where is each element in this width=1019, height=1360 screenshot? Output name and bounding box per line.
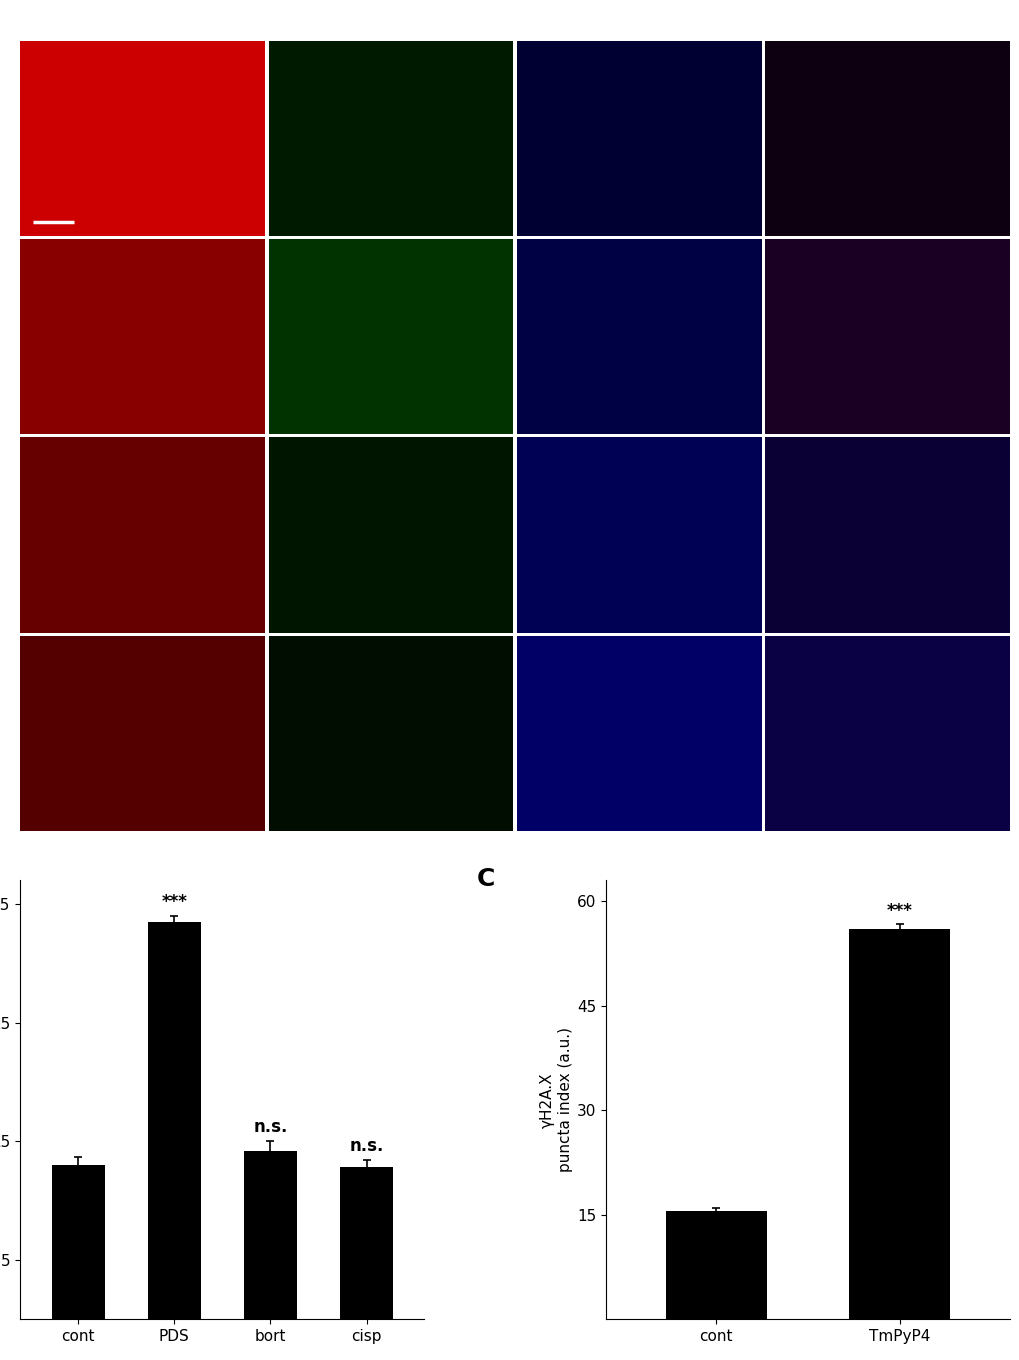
Bar [244,1151,297,1319]
Title: merged: merged [848,23,925,41]
Text: ***: *** [886,902,912,919]
Title: DAPI: DAPI [614,23,663,41]
Title: MAP2c: MAP2c [109,23,176,41]
Bar [339,1167,392,1319]
Text: n.s.: n.s. [350,1137,383,1156]
Y-axis label: control: control [0,129,13,147]
Bar [52,1166,104,1319]
Bar [849,929,950,1319]
Bar [148,922,201,1319]
Text: ***: *** [161,894,187,911]
Y-axis label: bortezomib: bortezomib [0,526,13,544]
Title: γH2A.X: γH2A.X [354,23,428,41]
Text: n.s.: n.s. [253,1118,287,1137]
Bar [665,1212,766,1319]
Y-axis label: cisplatin: cisplatin [0,725,13,743]
Y-axis label: PDS: PDS [0,328,13,345]
Text: C: C [476,868,494,891]
Y-axis label: γH2A.X
puncta index (a.u.): γH2A.X puncta index (a.u.) [540,1027,572,1172]
